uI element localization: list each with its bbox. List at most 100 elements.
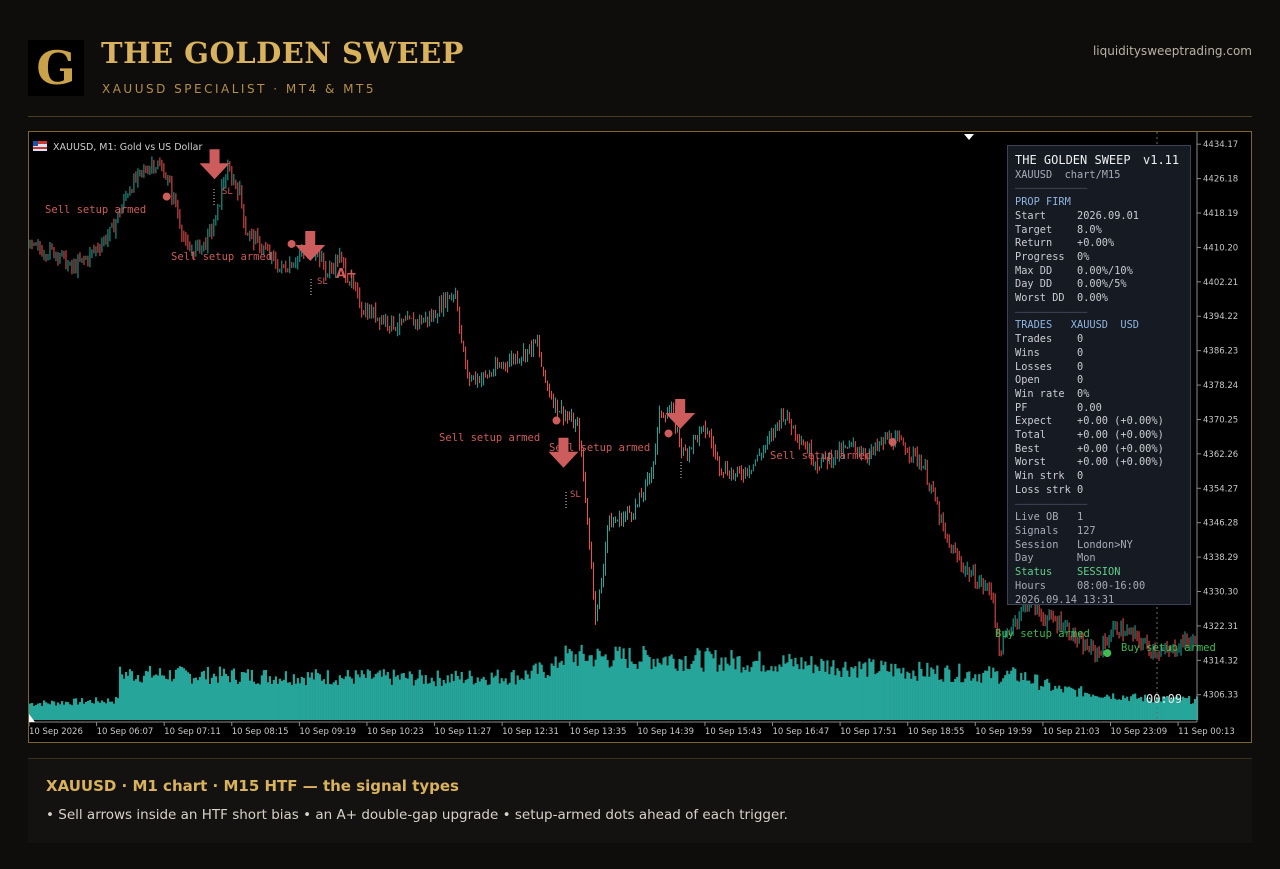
volume-bar [812, 673, 815, 720]
sell-signal-arrow-icon[interactable] [295, 231, 326, 262]
volume-bar [176, 668, 180, 720]
prop-heading: PROP FIRM [1015, 196, 1071, 209]
volume-bar [1190, 703, 1193, 720]
volume-bar [512, 670, 515, 720]
volume-bar [826, 660, 829, 720]
volume-bar [786, 662, 789, 720]
volume-bar [586, 660, 589, 720]
sl-label: SL [570, 490, 581, 500]
sell-signal-arrow-icon[interactable] [548, 437, 579, 468]
volume-bar [914, 676, 917, 720]
volume-bar [832, 660, 835, 720]
volume-bar [576, 665, 579, 720]
volume-bar [840, 677, 843, 720]
volume-bar [380, 676, 383, 720]
sell-signal-arrow-icon[interactable] [199, 149, 230, 180]
volume-bar [910, 678, 913, 720]
volume-bar [350, 678, 353, 720]
volume-bar [868, 658, 871, 720]
volume-bar [928, 676, 931, 720]
volume-bar [760, 671, 763, 720]
x-tick-label: 10 Sep 13:35 [570, 727, 627, 737]
volume-bar [172, 678, 176, 720]
site-link[interactable]: liquiditysweeptrading.com [1092, 44, 1252, 58]
volume-bar [986, 670, 989, 720]
volume-bar [1004, 675, 1007, 720]
price-chart[interactable]: 4434.17 4426.18 4418.19 4410.20 4402.21 4394.… [29, 132, 1251, 742]
volume-bar [354, 670, 357, 720]
volume-bar [206, 666, 210, 720]
volume-bar [660, 664, 663, 720]
y-tick-label: 4362.26 [1203, 450, 1238, 460]
volume-bar [318, 674, 321, 720]
prop-row: Max DD 0.00%/10% [1015, 264, 1133, 277]
volume-bar [558, 662, 561, 720]
volume-bar [692, 660, 695, 720]
volume-bar [410, 674, 413, 720]
sell-armed-dot[interactable] [552, 416, 561, 425]
volume-bar [484, 679, 487, 720]
volume-bar [696, 648, 699, 720]
volume-bar [904, 678, 907, 720]
buy-armed-dot[interactable] [1103, 649, 1112, 658]
volume-bar [476, 677, 479, 720]
volume-bar [1078, 688, 1081, 720]
volume-bar [574, 654, 577, 720]
sell-signal-arrow-icon[interactable] [665, 399, 696, 430]
volume-bar [242, 672, 246, 720]
volume-bar [1034, 674, 1037, 720]
sell-armed-dot[interactable] [287, 239, 296, 248]
y-tick-label: 4346.28 [1203, 519, 1238, 529]
volume-bar [330, 684, 333, 720]
volume-bar [694, 655, 697, 720]
volume-bar [128, 669, 132, 720]
volume-bar [920, 668, 923, 720]
volume-bar [222, 668, 226, 720]
volume-bar [302, 677, 305, 720]
volume-bar [750, 667, 753, 720]
volume-bar [976, 681, 979, 720]
volume-bar [376, 672, 379, 720]
volume-bar [1178, 697, 1181, 720]
volume-bar [346, 670, 349, 720]
volume-bar [690, 663, 693, 720]
sell-armed-dot[interactable] [888, 438, 897, 447]
volume-bar [634, 664, 637, 720]
volume-bar [1182, 696, 1185, 720]
volume-bar [1118, 699, 1121, 720]
volume-bar [102, 702, 106, 720]
volume-bar [362, 674, 365, 720]
chart-window[interactable]: 4434.17 4426.18 4418.19 4410.20 4402.21 4394.… [28, 131, 1252, 743]
volume-bar [392, 669, 395, 720]
volume-bar [108, 701, 112, 720]
volume-bar [294, 683, 297, 720]
sell-armed-dot[interactable] [664, 429, 673, 438]
volume-bar [308, 677, 311, 720]
volume-bar [728, 665, 731, 720]
volume-bar [260, 675, 264, 720]
sell-armed-dot[interactable] [162, 192, 171, 201]
volume-bar [708, 651, 711, 720]
volume-bar [746, 665, 749, 720]
volume-bar [398, 679, 401, 720]
volume-bar [804, 661, 807, 720]
volume-bar [1186, 698, 1189, 720]
volume-bar [738, 656, 741, 720]
trade-row: Loss strk 0 [1015, 483, 1084, 496]
status-row: Status SESSION [1015, 566, 1121, 579]
volume-bar [1098, 697, 1101, 720]
volume-bar [1000, 681, 1003, 720]
volume-bar [636, 668, 639, 720]
volume-bar [544, 677, 547, 720]
volume-bar [556, 667, 559, 720]
volume-bar [570, 651, 573, 720]
volume-bar [1042, 686, 1045, 720]
volume-bar [438, 677, 441, 720]
volume-bar [40, 705, 44, 720]
info-row: Session London>NY [1015, 538, 1133, 551]
trade-row: Win strk 0 [1015, 470, 1084, 483]
volume-bar [1016, 680, 1019, 720]
brand-logo: G [28, 40, 84, 96]
volume-bar [1108, 696, 1111, 720]
chart-shift-marker-icon[interactable] [964, 134, 974, 140]
